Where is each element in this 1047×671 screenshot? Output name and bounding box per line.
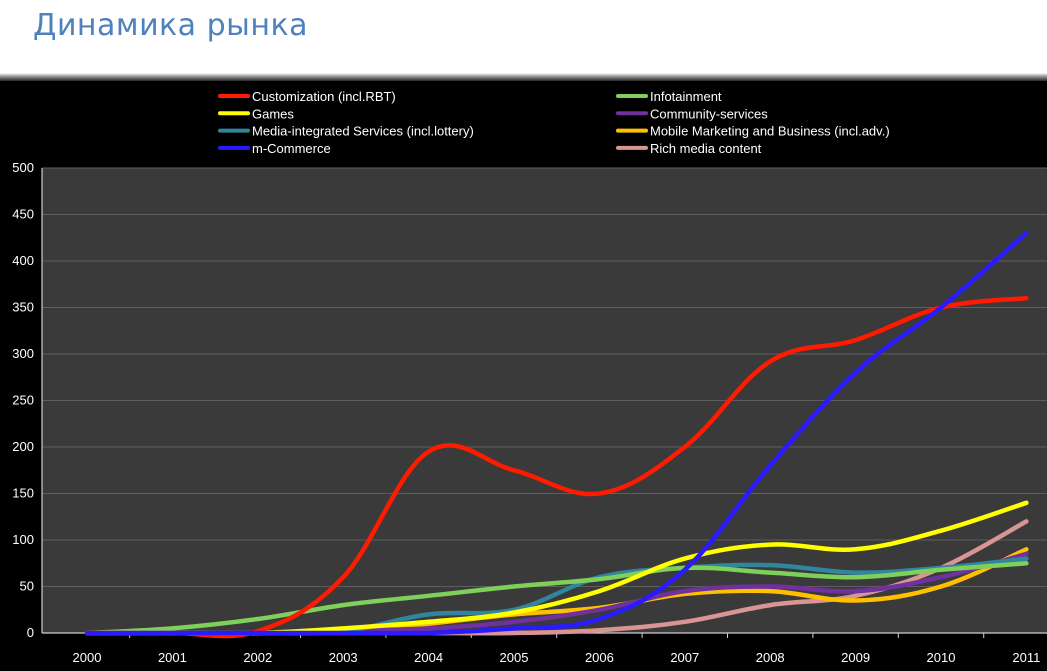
x-tick-label: 2002 — [243, 650, 272, 665]
series-lines — [84, 230, 1029, 639]
y-tick-label: 400 — [12, 253, 34, 268]
x-tick-label: 2003 — [329, 650, 358, 665]
x-axis-ticks: 2000 2001 2002 2003 2004 2005 2006 2007 2008 2009… — [73, 633, 1040, 665]
legend-label: m-Commerce — [252, 141, 331, 156]
series-line-infotainment — [84, 561, 1029, 636]
y-tick-label: 300 — [12, 346, 34, 361]
x-tick-label: 2005 — [500, 650, 529, 665]
y-axis-ticks: 0 50 100 150 200 250 300 350 400 450 500 — [12, 160, 34, 640]
x-tick-label: 2009 — [841, 650, 870, 665]
y-tick-label: 350 — [12, 300, 34, 315]
title-divider — [0, 73, 1047, 81]
legend-label: Mobile Marketing and Business (incl.adv.… — [650, 124, 890, 139]
y-tick-label: 200 — [12, 439, 34, 454]
y-tick-label: 500 — [12, 160, 34, 175]
legend-label: Customization (incl.RBT) — [252, 89, 396, 104]
x-tick-label: 2001 — [158, 650, 187, 665]
y-tick-label: 0 — [27, 625, 34, 640]
x-tick-label: 2008 — [756, 650, 785, 665]
legend-label: Games — [252, 106, 294, 121]
legend-label: Infotainment — [650, 89, 722, 104]
x-tick-label: 2004 — [414, 650, 443, 665]
x-tick-label: 2006 — [585, 650, 614, 665]
y-tick-label: 150 — [12, 486, 34, 501]
slide-title: Динамика рынка — [33, 8, 308, 43]
y-tick-label: 50 — [20, 579, 34, 594]
legend-label: Community-services — [650, 106, 768, 121]
legend-label: Media-integrated Services (incl.lottery) — [252, 124, 474, 139]
series-line-m-commerce — [84, 230, 1029, 636]
y-tick-label: 100 — [12, 532, 34, 547]
x-tick-label: 2010 — [927, 650, 956, 665]
x-tick-label: 2000 — [73, 650, 102, 665]
legend-label: Rich media content — [650, 141, 762, 156]
legend: Customization (incl.RBT) Infotainment Game… — [218, 89, 890, 156]
x-tick-label: 2011 — [1012, 650, 1040, 665]
y-tick-label: 250 — [12, 393, 34, 408]
y-tick-label: 450 — [12, 207, 34, 222]
x-tick-label: 2007 — [670, 650, 699, 665]
chart-container: 0 50 100 150 200 250 300 350 400 450 500 2000 2001 2… — [0, 81, 1047, 671]
